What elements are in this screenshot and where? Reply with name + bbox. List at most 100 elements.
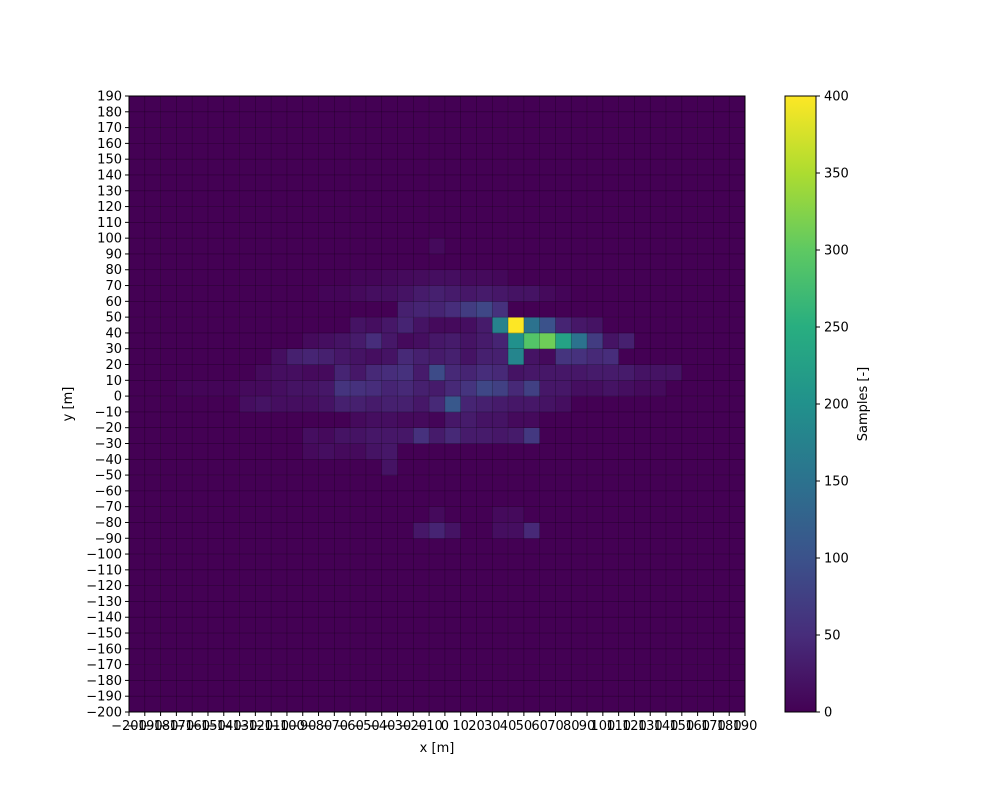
heatmap-cell <box>602 332 619 350</box>
heatmap-cell <box>429 174 446 192</box>
heatmap-cell <box>444 222 461 239</box>
heatmap-cell <box>350 222 367 239</box>
heatmap-cell <box>713 96 730 113</box>
heatmap-cell <box>286 569 304 586</box>
heatmap-cell <box>681 159 698 176</box>
heatmap-cell <box>192 601 209 618</box>
heatmap-cell <box>523 411 540 428</box>
heatmap-cell <box>476 475 493 492</box>
heatmap-cell <box>476 427 493 444</box>
heatmap-cell <box>160 332 177 350</box>
heatmap-cell <box>476 506 493 523</box>
heatmap-cell <box>144 475 161 492</box>
y-tick-label: 30 <box>105 342 122 357</box>
heatmap-cell <box>602 411 619 428</box>
heatmap-cell <box>176 96 193 113</box>
heatmap-cell <box>286 490 304 507</box>
heatmap-cell <box>444 190 461 207</box>
heatmap-cell <box>286 696 304 713</box>
heatmap-cell <box>223 427 240 444</box>
heatmap-cell <box>460 127 477 144</box>
heatmap-cell <box>302 285 319 302</box>
heatmap-cell <box>239 554 256 571</box>
heatmap-cell <box>318 554 335 571</box>
heatmap-cell <box>444 364 461 381</box>
heatmap-cell <box>650 443 667 460</box>
heatmap-cell <box>681 174 698 192</box>
heatmap-cell <box>539 317 556 334</box>
heatmap-cell <box>255 143 272 160</box>
heatmap-cell <box>587 127 604 144</box>
heatmap-cell <box>460 696 477 713</box>
heatmap-cell <box>713 222 730 239</box>
heatmap-cell <box>160 364 177 381</box>
heatmap-cell <box>429 427 446 444</box>
heatmap-cell <box>318 380 335 397</box>
heatmap-cell <box>539 648 556 665</box>
heatmap-cell <box>650 585 667 602</box>
heatmap-cell <box>713 159 730 176</box>
heatmap-cell <box>397 364 414 381</box>
heatmap-cell <box>192 348 209 365</box>
heatmap-cell <box>587 238 604 255</box>
heatmap-cell <box>271 190 288 207</box>
heatmap-cell <box>508 617 525 634</box>
colorbar-tick-label: 50 <box>824 629 841 644</box>
heatmap-cell <box>334 301 351 318</box>
heatmap-cell <box>223 554 240 571</box>
heatmap-cell <box>729 143 746 160</box>
heatmap-cell <box>697 490 714 507</box>
heatmap-cell <box>571 648 588 665</box>
heatmap-cell <box>129 585 146 602</box>
heatmap-cell <box>365 238 383 255</box>
heatmap-cell <box>381 269 398 286</box>
heatmap-cell <box>429 396 446 413</box>
heatmap-cell <box>650 522 667 539</box>
heatmap-cell <box>397 633 414 650</box>
heatmap-cell <box>618 332 635 350</box>
heatmap-cell <box>271 174 288 192</box>
heatmap-cell <box>555 96 572 113</box>
heatmap-cell <box>365 443 383 460</box>
heatmap-cell <box>729 617 746 634</box>
heatmap-cell <box>192 475 209 492</box>
heatmap-cell <box>381 253 398 271</box>
heatmap-cell <box>271 317 288 334</box>
heatmap-cell <box>508 569 525 586</box>
heatmap-cell <box>729 380 746 397</box>
heatmap-cell <box>729 253 746 271</box>
x-tick-label: 90 <box>579 719 596 734</box>
heatmap-cell <box>365 522 383 539</box>
x-tick-label: 20 <box>468 719 485 734</box>
heatmap-cell <box>508 506 525 523</box>
heatmap-cell <box>666 111 683 128</box>
heatmap-cell <box>350 427 367 444</box>
heatmap-cell <box>271 411 288 428</box>
heatmap-cell <box>271 364 288 381</box>
heatmap-cell <box>681 696 698 713</box>
heatmap-cell <box>429 253 446 271</box>
heatmap-cell <box>239 459 256 476</box>
heatmap-cell <box>492 585 509 602</box>
heatmap-cell <box>713 127 730 144</box>
heatmap-cell <box>492 490 509 507</box>
heatmap-cell <box>539 680 556 697</box>
heatmap-cell <box>350 96 367 113</box>
heatmap-cell <box>729 696 746 713</box>
heatmap-cell <box>365 585 383 602</box>
heatmap-cell <box>492 174 509 192</box>
heatmap-cell <box>223 506 240 523</box>
heatmap-cell <box>413 633 430 650</box>
heatmap-cell <box>587 585 604 602</box>
heatmap-cell <box>129 506 146 523</box>
heatmap-cell <box>681 554 698 571</box>
heatmap-cell <box>508 554 525 571</box>
heatmap-cell <box>144 332 161 350</box>
heatmap-cell <box>508 380 525 397</box>
heatmap-cell <box>618 222 635 239</box>
heatmap-cell <box>666 569 683 586</box>
heatmap-cell <box>223 269 240 286</box>
heatmap-cell <box>207 301 225 318</box>
heatmap-cell <box>539 253 556 271</box>
heatmap-cell <box>681 490 698 507</box>
